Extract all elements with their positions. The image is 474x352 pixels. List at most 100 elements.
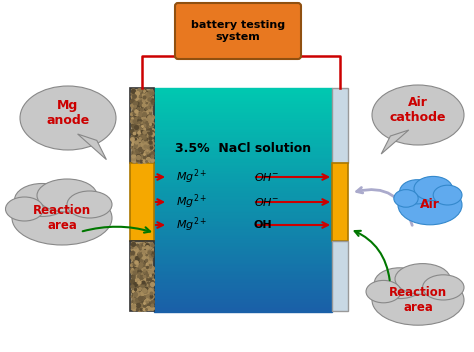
Bar	[154, 152, 332, 156]
Text: OH: OH	[254, 220, 273, 230]
Bar	[154, 291, 332, 295]
Bar	[154, 280, 332, 284]
Ellipse shape	[374, 268, 425, 298]
Bar	[154, 297, 332, 301]
Bar	[154, 300, 332, 304]
Bar	[154, 96, 332, 100]
Bar	[154, 247, 332, 251]
Bar	[154, 94, 332, 98]
Ellipse shape	[395, 264, 450, 294]
Bar	[154, 113, 332, 117]
Bar	[154, 227, 332, 231]
Bar	[154, 277, 332, 281]
Bar	[154, 88, 332, 92]
Ellipse shape	[15, 183, 70, 216]
Bar	[154, 252, 332, 256]
Bar	[154, 225, 332, 228]
Bar	[154, 177, 332, 181]
Bar	[154, 174, 332, 178]
Bar	[154, 161, 332, 164]
Bar	[154, 216, 332, 220]
Bar	[154, 205, 332, 209]
Text: battery testing
system: battery testing system	[191, 20, 285, 42]
Bar	[154, 105, 332, 108]
Bar	[154, 230, 332, 234]
Bar	[154, 158, 332, 162]
Bar	[154, 303, 332, 307]
Bar	[154, 272, 332, 276]
Bar	[154, 146, 332, 150]
Ellipse shape	[366, 281, 401, 303]
Text: $Mg^{2+}$: $Mg^{2+}$	[176, 216, 207, 234]
Bar	[154, 233, 332, 237]
Bar	[154, 124, 332, 128]
Bar	[332, 163, 348, 241]
Bar	[154, 200, 332, 203]
Text: $OH^{-}$: $OH^{-}$	[254, 196, 280, 208]
Bar	[130, 241, 154, 311]
FancyBboxPatch shape	[175, 3, 301, 59]
Bar	[154, 133, 332, 136]
Ellipse shape	[20, 86, 116, 150]
Polygon shape	[381, 130, 409, 154]
Bar	[154, 163, 332, 167]
Ellipse shape	[6, 197, 44, 221]
Bar	[154, 289, 332, 293]
Bar	[154, 208, 332, 212]
Text: $Mg^{2+}$: $Mg^{2+}$	[176, 193, 207, 211]
Text: Air
cathode: Air cathode	[390, 96, 446, 124]
Bar	[130, 88, 154, 163]
Ellipse shape	[12, 191, 112, 245]
Bar	[154, 222, 332, 226]
Bar	[154, 194, 332, 198]
Polygon shape	[78, 134, 106, 159]
Bar	[154, 166, 332, 170]
Ellipse shape	[423, 275, 464, 300]
Ellipse shape	[414, 176, 452, 201]
Bar	[154, 138, 332, 142]
Bar	[130, 163, 154, 241]
Bar	[154, 236, 332, 239]
Bar	[154, 186, 332, 189]
Bar	[154, 172, 332, 175]
Ellipse shape	[372, 85, 464, 145]
Bar	[154, 180, 332, 184]
Text: $OH^{-}$: $OH^{-}$	[254, 171, 280, 183]
Text: $Mg^{2+}$: $Mg^{2+}$	[176, 168, 207, 186]
Bar	[154, 191, 332, 195]
Bar	[154, 116, 332, 120]
Ellipse shape	[394, 190, 418, 207]
Bar	[154, 294, 332, 298]
Bar	[154, 250, 332, 253]
Bar	[154, 119, 332, 122]
Bar	[154, 183, 332, 187]
Bar	[154, 155, 332, 159]
Bar	[154, 121, 332, 125]
Ellipse shape	[400, 180, 435, 204]
Bar	[154, 110, 332, 114]
Bar	[154, 188, 332, 192]
Bar	[154, 149, 332, 153]
Bar	[154, 202, 332, 206]
Ellipse shape	[37, 179, 97, 212]
Bar	[154, 264, 332, 268]
Bar	[154, 241, 332, 245]
Bar	[154, 255, 332, 259]
Bar	[154, 244, 332, 248]
Bar	[154, 275, 332, 278]
Bar	[154, 219, 332, 223]
Bar	[154, 91, 332, 95]
Bar	[154, 144, 332, 147]
Bar	[154, 169, 332, 172]
Ellipse shape	[433, 185, 462, 205]
Bar	[154, 197, 332, 201]
Ellipse shape	[398, 185, 462, 225]
Bar	[154, 99, 332, 103]
Bar	[154, 102, 332, 106]
Text: Air: Air	[420, 199, 440, 212]
Bar	[332, 88, 348, 163]
Bar	[154, 286, 332, 290]
Bar	[154, 306, 332, 309]
Bar	[154, 258, 332, 262]
Bar	[332, 241, 348, 311]
